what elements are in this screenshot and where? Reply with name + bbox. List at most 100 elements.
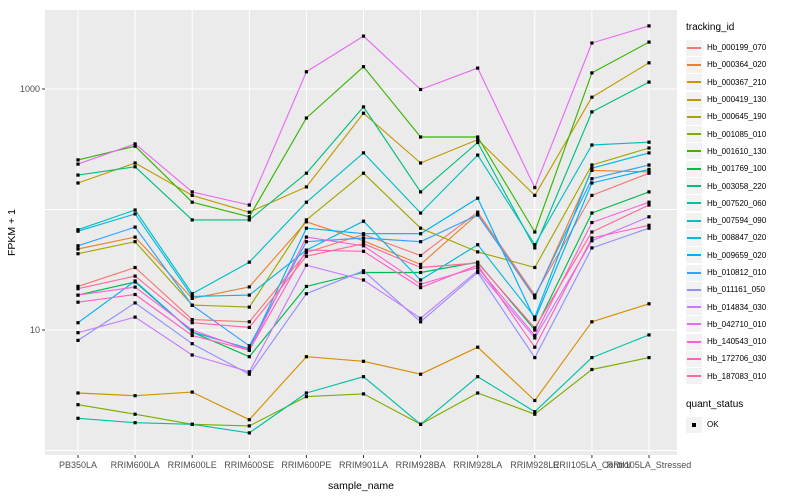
- legend-item-label: Hb_172706_030: [707, 354, 767, 364]
- data-point: [190, 390, 194, 394]
- data-point: [133, 315, 137, 319]
- data-point: [304, 248, 308, 252]
- legend-key-icon: [686, 416, 702, 433]
- data-point: [133, 421, 137, 425]
- legend-key-icon: [686, 108, 702, 125]
- legend-item: Hb_000364_020: [686, 56, 798, 73]
- data-point: [304, 250, 308, 255]
- data-point: [361, 278, 366, 282]
- x-tick-label: RRIM901LA: [339, 460, 388, 470]
- data-point: [590, 168, 594, 172]
- legend-item-label: Hb_001085_010: [707, 129, 767, 139]
- data-point: [76, 252, 80, 256]
- legend-item-label: Hb_009659_020: [707, 250, 767, 260]
- x-tick-label: RRIM928LA: [453, 460, 502, 470]
- data-point: [533, 412, 537, 416]
- data-point: [647, 146, 651, 150]
- data-point: [361, 242, 366, 246]
- data-point: [533, 230, 537, 234]
- data-point: [590, 166, 594, 170]
- legend-key-icon: [686, 195, 702, 212]
- data-point: [419, 286, 423, 290]
- legend-key-line-icon: [687, 236, 701, 239]
- data-point: [76, 284, 80, 288]
- data-point: [247, 260, 251, 264]
- legend-item: Hb_187083_010: [686, 368, 798, 385]
- data-point: [590, 163, 594, 167]
- data-point: [590, 143, 594, 147]
- legend-key-icon: [686, 74, 702, 91]
- data-point: [590, 193, 594, 197]
- data-point: [361, 151, 366, 155]
- data-point: [533, 318, 537, 322]
- data-point: [419, 282, 423, 286]
- data-point: [361, 65, 366, 69]
- data-point: [590, 95, 594, 99]
- data-point: [647, 170, 651, 174]
- data-point: [247, 355, 251, 359]
- data-point: [247, 418, 251, 422]
- data-point: [533, 315, 537, 319]
- data-point: [76, 403, 80, 407]
- data-point: [133, 225, 137, 229]
- data-point: [76, 300, 80, 304]
- data-point: [304, 116, 308, 120]
- x-tick-label: RRIM600LE: [168, 460, 217, 470]
- legend-item-label: Hb_000199_070: [707, 43, 767, 53]
- data-point: [133, 212, 137, 216]
- legend-title-quant-status: quant_status: [686, 398, 744, 410]
- data-point: [476, 345, 480, 349]
- legend-key-icon: [686, 350, 702, 367]
- data-point: [76, 321, 80, 325]
- legend-item-label: Hb_001769_100: [707, 164, 767, 174]
- legend-key-icon: [686, 229, 702, 246]
- data-point: [476, 135, 480, 139]
- data-point: [419, 316, 423, 320]
- data-point: [361, 34, 366, 38]
- data-point: [190, 318, 194, 322]
- legend-item-label: Hb_000419_130: [707, 95, 767, 105]
- legend-key-line-icon: [687, 150, 701, 153]
- data-point: [476, 375, 480, 379]
- legend-key-line-icon: [687, 306, 701, 309]
- legend-shape-item-label: OK: [707, 420, 719, 430]
- data-point: [190, 328, 194, 332]
- data-point: [419, 253, 423, 258]
- data-point: [647, 356, 651, 360]
- legend-item-label: Hb_187083_010: [707, 371, 767, 381]
- data-point: [419, 262, 423, 266]
- legend-shape-item: OK: [686, 416, 798, 433]
- data-point: [133, 285, 137, 289]
- data-point: [304, 226, 308, 230]
- legend-key-line-icon: [687, 98, 701, 101]
- data-point: [247, 210, 251, 214]
- legend-item-label: Hb_000367_210: [707, 77, 767, 87]
- data-point: [361, 244, 366, 248]
- data-point: [647, 226, 651, 230]
- data-point: [190, 330, 194, 334]
- data-point: [590, 211, 594, 215]
- x-tick-label: RRIM928LE: [510, 460, 559, 470]
- data-point: [76, 293, 80, 297]
- data-point: [190, 342, 194, 346]
- data-point: [533, 398, 537, 403]
- data-point: [247, 305, 251, 309]
- data-point: [361, 359, 366, 363]
- legend-key-line-icon: [687, 133, 701, 136]
- legend-key-icon: [686, 160, 702, 177]
- legend-key-icon: [686, 143, 702, 160]
- data-point: [361, 236, 366, 240]
- data-point: [533, 328, 537, 332]
- x-tick-label: RRII105LA_Control: [553, 460, 631, 470]
- data-point: [361, 392, 366, 396]
- data-point: [190, 303, 194, 307]
- data-point: [76, 338, 80, 342]
- data-point: [476, 213, 480, 217]
- data-point: [476, 140, 480, 145]
- data-point: [304, 284, 308, 288]
- legend-key-icon: [686, 247, 702, 264]
- legend-title-tracking-id: tracking_id: [686, 22, 735, 33]
- data-point: [190, 422, 194, 426]
- data-point: [133, 142, 137, 146]
